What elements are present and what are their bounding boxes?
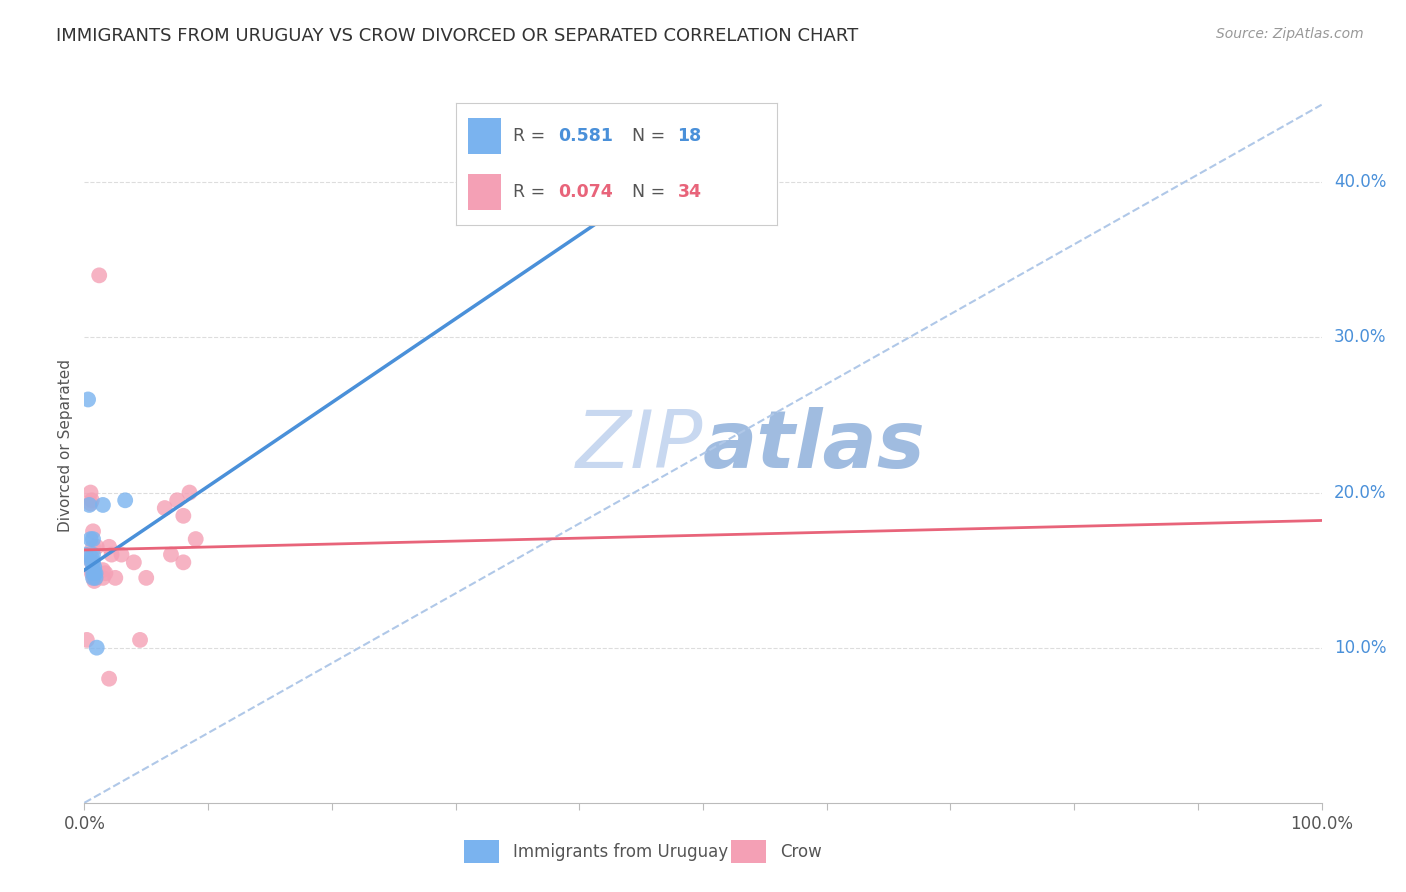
Point xyxy=(91,563,114,577)
Point xyxy=(80,550,103,565)
Point xyxy=(82,532,104,546)
Point xyxy=(79,498,101,512)
Point xyxy=(83,560,105,574)
Point xyxy=(98,540,121,554)
Point xyxy=(98,672,121,686)
Point xyxy=(82,540,104,554)
Point xyxy=(179,485,201,500)
Point xyxy=(76,632,98,647)
Point xyxy=(184,532,207,546)
Y-axis label: Divorced or Separated: Divorced or Separated xyxy=(58,359,73,533)
Text: 30.0%: 30.0% xyxy=(1334,328,1386,346)
Point xyxy=(89,268,111,283)
Point xyxy=(122,555,145,569)
Text: Crow: Crow xyxy=(780,843,823,861)
Point xyxy=(80,555,103,569)
Point xyxy=(172,508,194,523)
Point xyxy=(114,493,136,508)
Point xyxy=(86,540,108,554)
Point xyxy=(82,555,104,569)
Point xyxy=(104,571,127,585)
Point xyxy=(166,493,188,508)
Text: 10.0%: 10.0% xyxy=(1334,639,1386,657)
Bar xyxy=(464,840,499,863)
Point xyxy=(80,555,103,569)
Text: atlas: atlas xyxy=(703,407,925,485)
Point xyxy=(79,548,101,562)
Point xyxy=(79,496,101,510)
Point xyxy=(83,574,105,588)
Point xyxy=(80,566,103,581)
Point xyxy=(135,571,157,585)
Text: ZIP: ZIP xyxy=(575,407,703,485)
Point xyxy=(82,571,104,585)
Point xyxy=(77,392,100,407)
Point xyxy=(91,498,114,512)
Point xyxy=(84,571,107,585)
Point xyxy=(75,548,97,562)
Point xyxy=(83,571,105,585)
Point xyxy=(82,548,104,562)
Text: 40.0%: 40.0% xyxy=(1334,173,1386,191)
Point xyxy=(83,566,105,581)
Text: 20.0%: 20.0% xyxy=(1334,483,1386,501)
Point xyxy=(94,566,117,581)
Point xyxy=(84,571,107,585)
Point xyxy=(110,548,132,562)
Point xyxy=(84,566,107,581)
Point xyxy=(100,548,122,562)
Point xyxy=(82,524,104,539)
Point xyxy=(86,640,108,655)
Point xyxy=(83,566,105,581)
Point xyxy=(79,532,101,546)
Point xyxy=(129,632,152,647)
Point xyxy=(160,548,183,562)
Point xyxy=(82,563,104,577)
Point xyxy=(80,493,103,508)
Text: IMMIGRANTS FROM URUGUAY VS CROW DIVORCED OR SEPARATED CORRELATION CHART: IMMIGRANTS FROM URUGUAY VS CROW DIVORCED… xyxy=(56,27,859,45)
Text: Immigrants from Uruguay: Immigrants from Uruguay xyxy=(513,843,728,861)
Point xyxy=(172,555,194,569)
Point xyxy=(82,566,104,581)
Point xyxy=(91,571,114,585)
Text: Source: ZipAtlas.com: Source: ZipAtlas.com xyxy=(1216,27,1364,41)
Point xyxy=(153,501,176,516)
Bar xyxy=(731,840,766,863)
Point xyxy=(79,485,101,500)
